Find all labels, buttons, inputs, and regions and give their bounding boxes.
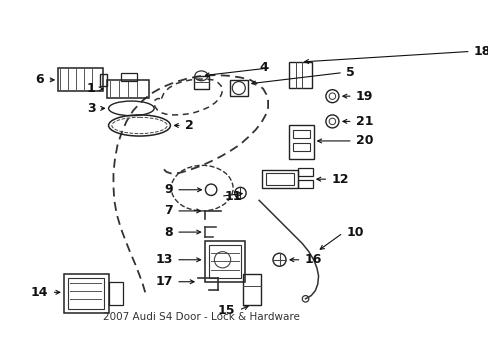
Text: 20: 20: [355, 134, 373, 148]
Bar: [289, 62, 311, 88]
Text: 11: 11: [224, 190, 241, 203]
Text: 17: 17: [155, 275, 173, 288]
Text: 13: 13: [155, 253, 173, 266]
Bar: [292, 143, 310, 151]
Text: 19: 19: [355, 90, 373, 103]
Text: 3: 3: [87, 102, 95, 115]
Bar: [107, 80, 149, 98]
Bar: [58, 68, 102, 91]
Bar: [64, 274, 108, 313]
Text: 5: 5: [346, 66, 354, 79]
Text: 2007 Audi S4 Door - Lock & Hardware: 2007 Audi S4 Door - Lock & Hardware: [103, 312, 300, 322]
Bar: [229, 80, 247, 96]
Text: 4: 4: [259, 61, 267, 74]
Bar: [261, 170, 298, 188]
Text: 8: 8: [164, 226, 173, 239]
Bar: [292, 130, 310, 138]
Text: 2: 2: [185, 119, 193, 132]
Text: 21: 21: [355, 115, 373, 128]
Text: 6: 6: [36, 73, 44, 86]
Bar: [68, 278, 103, 309]
Bar: [108, 282, 123, 305]
Bar: [100, 74, 107, 86]
Bar: [289, 125, 313, 159]
Text: 9: 9: [164, 183, 173, 196]
Bar: [121, 73, 137, 81]
Text: 12: 12: [331, 173, 348, 186]
Text: 14: 14: [31, 286, 48, 299]
Text: 18: 18: [473, 45, 488, 58]
Bar: [194, 76, 208, 89]
Bar: [298, 168, 312, 176]
Bar: [208, 245, 241, 278]
Bar: [265, 174, 294, 185]
Text: 10: 10: [346, 226, 363, 239]
Text: 16: 16: [304, 253, 322, 266]
Text: 1: 1: [87, 82, 95, 95]
Bar: [204, 241, 245, 282]
Text: 15: 15: [218, 304, 235, 317]
Bar: [298, 180, 312, 188]
Text: 7: 7: [164, 204, 173, 217]
Bar: [243, 274, 260, 305]
